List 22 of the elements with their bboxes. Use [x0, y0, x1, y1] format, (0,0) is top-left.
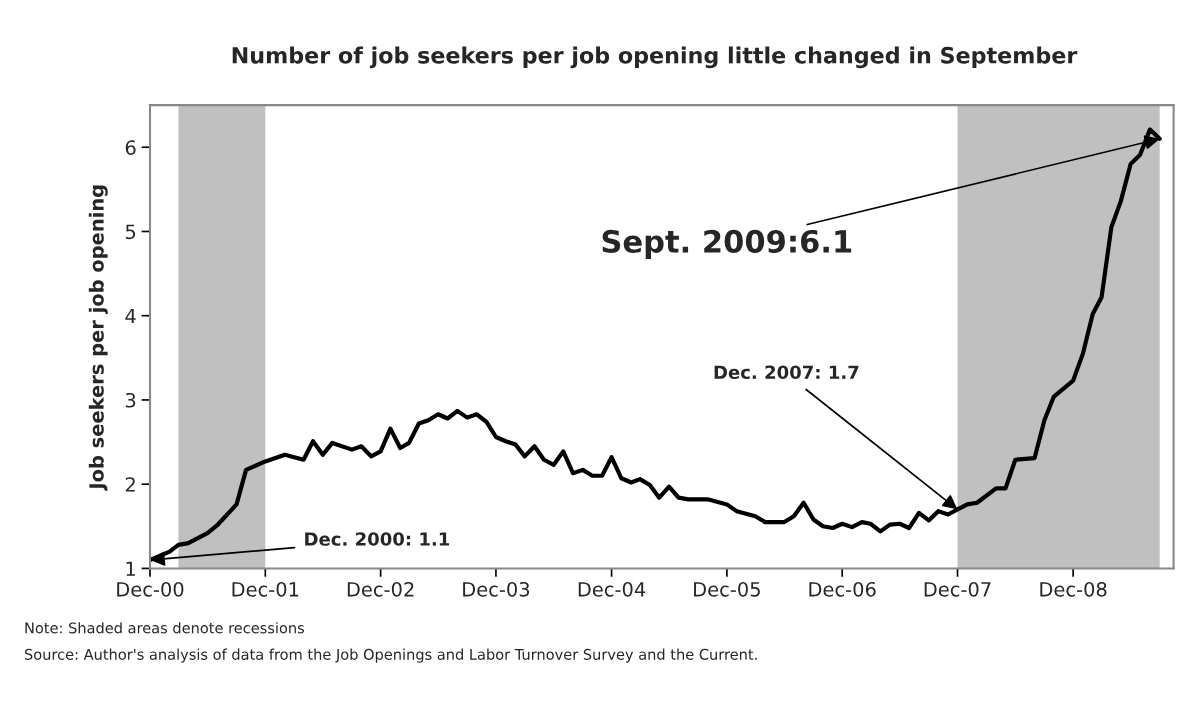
x-tick-label: Dec-02	[347, 581, 414, 597]
y-tick-label: 4	[125, 308, 136, 324]
y-tick-label: 3	[125, 392, 136, 408]
x-tick-label: Dec-07	[924, 581, 991, 597]
x-tick-label: Dec-03	[463, 581, 530, 597]
y-tick-label: 6	[125, 140, 136, 155]
y-tick-label: 5	[125, 224, 136, 240]
x-tick-label: Dec-05	[694, 581, 760, 597]
x-tick-label: Dec-01	[232, 581, 299, 597]
y-tick-label: 1	[126, 561, 136, 576]
source-note: Source: Author's analysis of data from the Job Openings and Labor Turnover Survey and the Current.	[24, 648, 757, 663]
x-tick-label: Dec-00	[117, 581, 184, 597]
annotation: Dec. 2007: 1.7	[714, 365, 859, 380]
annotation: Sept. 2009:6.1	[602, 229, 852, 259]
x-tick-label: Dec-06	[809, 581, 876, 597]
x-tick-label: Dec-08	[1040, 581, 1107, 597]
annotation: Dec. 2000: 1.1	[305, 532, 450, 546]
x-tick-label: Dec-04	[578, 581, 646, 597]
chart-title: Number of job seekers per job opening little changed in September	[232, 46, 1078, 69]
text: Note: Shaded areas denote recessions	[25, 622, 305, 634]
y-tick-label: 2	[125, 477, 135, 492]
y-axis-title: Job seekers per job opening	[88, 185, 108, 491]
